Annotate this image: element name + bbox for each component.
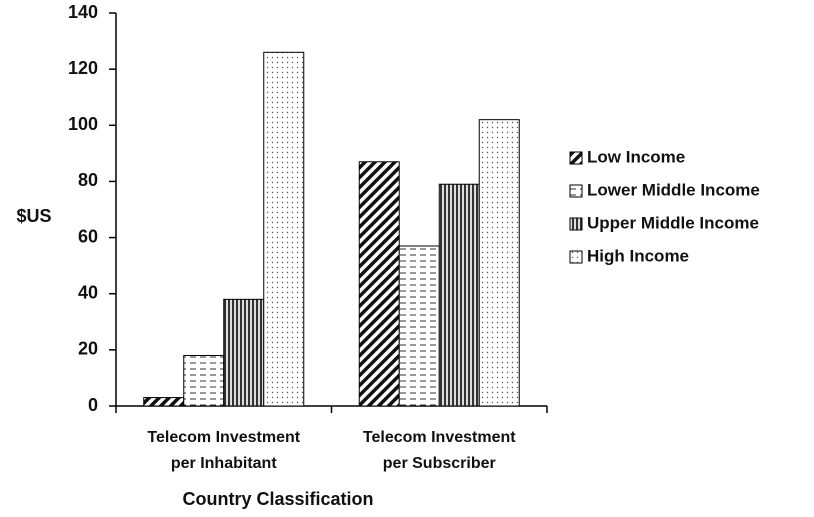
y-tick-label: 120: [68, 58, 98, 78]
bar: [438, 183, 480, 407]
y-axis-label: $US: [16, 206, 51, 226]
x-tick-label: per Inhabitant: [171, 455, 277, 472]
x-tick-label: Telecom Investment: [147, 429, 300, 446]
bar: [478, 119, 520, 407]
legend-swatch: [569, 250, 583, 264]
y-tick-label: 60: [78, 226, 98, 246]
x-tick-label: Telecom Investment: [363, 429, 516, 446]
bar: [263, 51, 305, 407]
x-tick-label: per Subscriber: [383, 455, 496, 472]
legend-swatch: [569, 184, 583, 198]
legend-swatch: [569, 217, 583, 231]
bar: [358, 161, 400, 407]
legend-swatch: [569, 151, 583, 165]
bar: [143, 397, 185, 407]
legend-label: Low Income: [587, 147, 685, 166]
legend-label: Lower Middle Income: [587, 180, 760, 199]
legend-label: Upper Middle Income: [587, 213, 759, 232]
y-tick-label: 140: [68, 2, 98, 22]
y-tick-label: 80: [78, 170, 98, 190]
y-tick-label: 0: [88, 395, 98, 415]
y-tick-label: 40: [78, 282, 98, 302]
legend-label: High Income: [587, 246, 689, 265]
bar: [183, 354, 225, 407]
y-tick-label: 100: [68, 114, 98, 134]
bar: [223, 298, 265, 407]
x-axis-label: Country Classification: [182, 489, 373, 509]
y-tick-label: 20: [78, 339, 98, 359]
bar: [398, 245, 440, 407]
